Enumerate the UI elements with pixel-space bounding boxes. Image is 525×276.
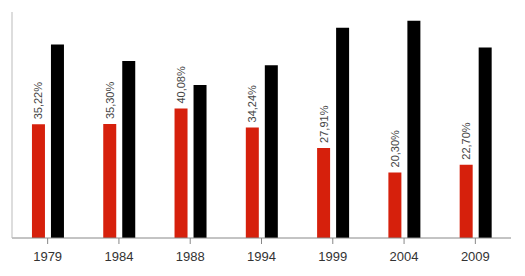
svg-text:22,70%: 22,70% [460,122,472,160]
svg-text:1979: 1979 [33,249,62,264]
svg-text:27,91%: 27,91% [318,105,330,143]
svg-text:1999: 1999 [318,249,347,264]
svg-text:34,24%: 34,24% [246,85,258,123]
svg-text:40,08%: 40,08% [175,66,187,104]
svg-text:2004: 2004 [390,249,419,264]
svg-text:20,30%: 20,30% [389,130,401,168]
svg-text:1988: 1988 [176,249,205,264]
svg-text:35,30%: 35,30% [104,82,116,120]
svg-text:1984: 1984 [104,249,133,264]
svg-text:1994: 1994 [247,249,276,264]
svg-text:35,22%: 35,22% [32,82,44,120]
svg-text:2009: 2009 [461,249,490,264]
